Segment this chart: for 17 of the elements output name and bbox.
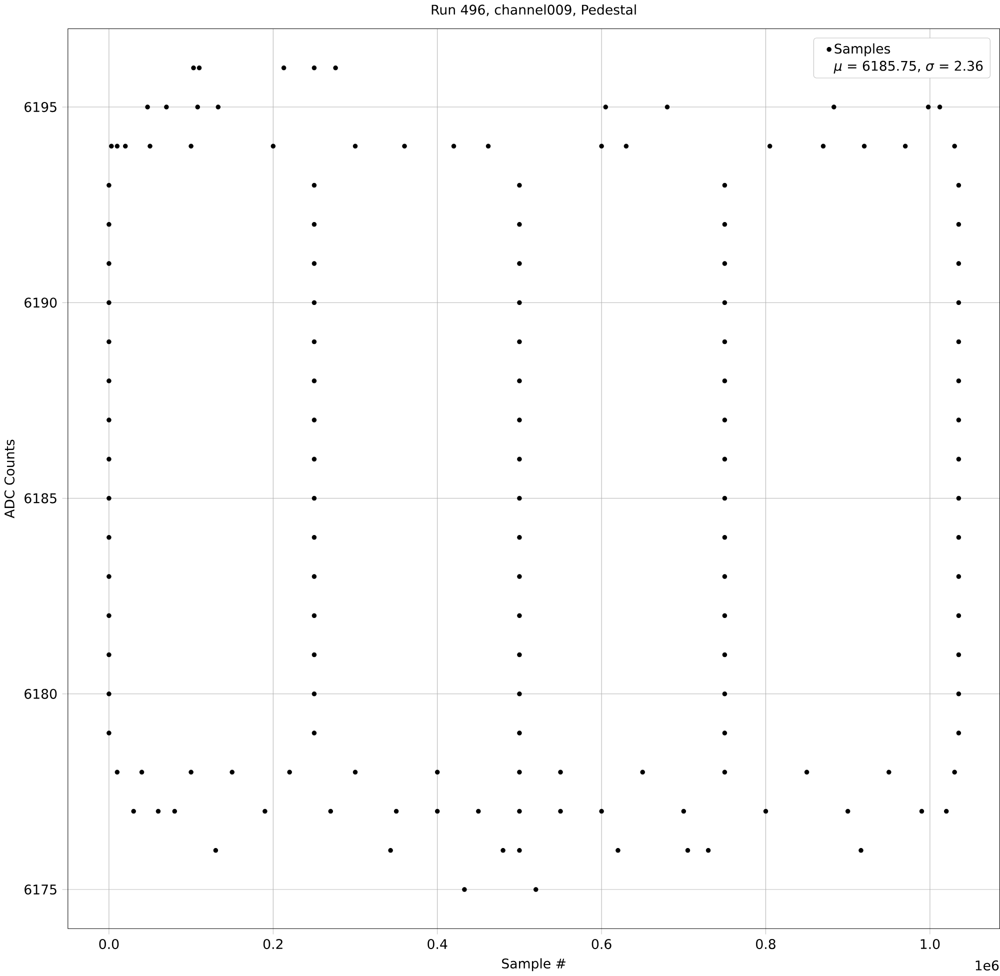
text: 1e6 [976, 960, 999, 971]
y-axis-title: ADC Counts [4, 440, 15, 519]
y-tick-label: 6180 [24, 689, 57, 700]
x-tick-label: 0.2 [263, 939, 282, 950]
legend-label: Samples [834, 44, 890, 56]
chart-title: Run 496, channel009, Pedestal [432, 4, 636, 16]
x-tick-label: 0.8 [756, 939, 776, 950]
x-axis-title: Sample # [502, 958, 566, 972]
x-tick-label: 0.4 [428, 939, 448, 950]
x-tick-label: 1.0 [920, 939, 940, 950]
x-tick-label: 0.0 [99, 939, 119, 950]
annotation: μ = 6185.75, σ = 2.36 [834, 61, 983, 74]
x-tick-label: 0.6 [592, 939, 612, 950]
y-tick-label: 6190 [24, 298, 57, 308]
y-tick-label: 6175 [24, 884, 56, 895]
y-tick-label: 6185 [24, 493, 56, 504]
y-tick-label: 6195 [24, 102, 56, 112]
